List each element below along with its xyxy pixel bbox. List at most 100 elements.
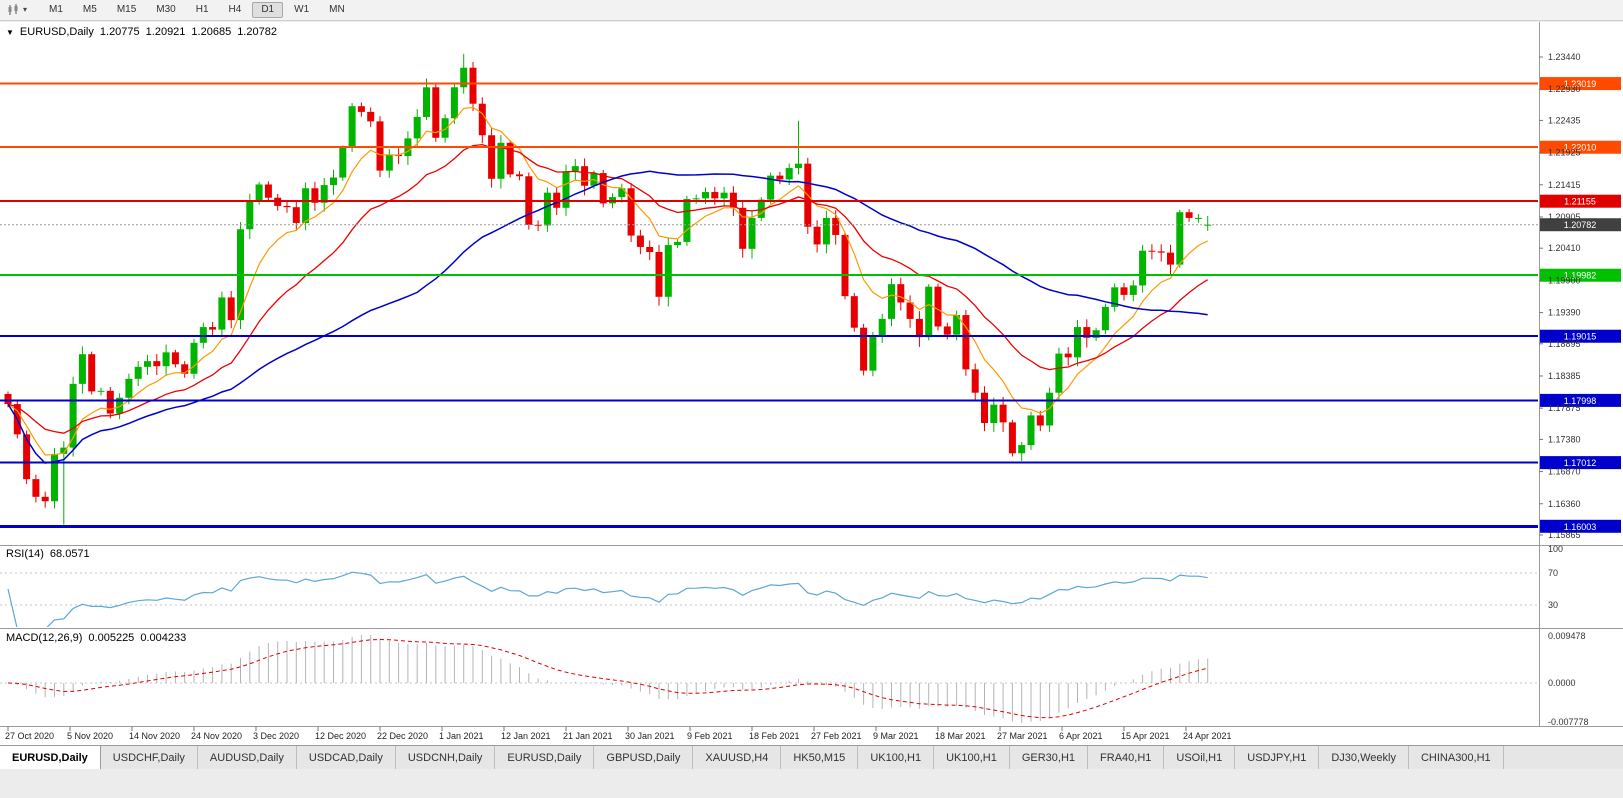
- chart-area[interactable]: 1.23019 1.22010 1.21155 1.19982 1.19015 1.179…: [0, 22, 1623, 745]
- level-badge-1.22010: [1540, 140, 1621, 154]
- chart-tab-dj30-weekly[interactable]: DJ30,Weekly: [1319, 746, 1409, 769]
- svg-text:1.21155: 1.21155: [1564, 197, 1596, 207]
- svg-text:27 Mar 2021: 27 Mar 2021: [997, 731, 1048, 741]
- svg-text:5 Nov 2020: 5 Nov 2020: [67, 731, 113, 741]
- macd-main-value: 0.005225: [88, 632, 135, 644]
- chart-tab-usoil-h1[interactable]: USOil,H1: [1164, 746, 1236, 769]
- chart-tab-xauusd-h4[interactable]: XAUUSD,H4: [693, 746, 782, 769]
- chart-tab-ger30-h1[interactable]: GER30,H1: [1009, 746, 1089, 769]
- chart-tab-hk50-m15[interactable]: HK50,M15: [781, 746, 859, 769]
- chart-tab-audusd-daily[interactable]: AUDUSD,Daily: [197, 746, 297, 769]
- svg-text:1.21925: 1.21925: [1548, 148, 1581, 158]
- svg-text:15 Apr 2021: 15 Apr 2021: [1121, 731, 1170, 741]
- chart-high-value: 1.20921: [145, 26, 186, 38]
- timeframe-button-d1[interactable]: D1: [252, 2, 284, 18]
- level-badge-1.21155: [1540, 194, 1621, 208]
- chart-title: ▼ EURUSD,Daily 1.20775 1.20921 1.20685 1…: [6, 26, 277, 38]
- level-badge-1.17012: [1540, 456, 1621, 470]
- timeframe-button-m1[interactable]: M1: [49, 4, 63, 15]
- date-axis: 27 Oct 2020 5 Nov 2020 14 Nov 2020 24 Nov 2…: [5, 726, 1232, 741]
- chart-tab-usdcnh-daily[interactable]: USDCNH,Daily: [395, 746, 496, 769]
- chart-tab-eurusd-daily[interactable]: EURUSD,Daily: [495, 746, 595, 769]
- timeframe-button-w1[interactable]: W1: [294, 4, 310, 15]
- chart-open-value: 1.20775: [99, 26, 140, 38]
- svg-text:1.16870: 1.16870: [1548, 467, 1581, 477]
- svg-text:1.17875: 1.17875: [1548, 403, 1581, 413]
- svg-text:30: 30: [1548, 600, 1558, 610]
- level-badge-1.23019: [1540, 77, 1621, 91]
- svg-text:1.19900: 1.19900: [1548, 275, 1581, 285]
- macd-signal-line: [7, 638, 1208, 719]
- svg-text:6 Apr 2021: 6 Apr 2021: [1059, 731, 1103, 741]
- rsi-indicator-label: RSI(14) 68.0571: [6, 548, 90, 560]
- svg-text:1 Jan 2021: 1 Jan 2021: [439, 731, 484, 741]
- svg-text:27 Feb 2021: 27 Feb 2021: [811, 731, 862, 741]
- candles-layer: [4, 53, 1212, 525]
- svg-text:1.19015: 1.19015: [1564, 332, 1597, 342]
- svg-text:3 Dec 2020: 3 Dec 2020: [253, 731, 299, 741]
- timeframe-button-h1[interactable]: H1: [195, 4, 209, 15]
- svg-text:27 Oct 2020: 27 Oct 2020: [5, 731, 54, 741]
- rsi-name: RSI(14): [6, 548, 44, 560]
- level-badge-1.19982: [1540, 268, 1621, 282]
- moving-averages-layer: [7, 106, 1209, 464]
- chart-tab-usdjpy-h1[interactable]: USDJPY,H1: [1235, 746, 1320, 769]
- ma-45-line: [7, 170, 1208, 464]
- collapse-icon[interactable]: ▼: [6, 27, 14, 37]
- ma-20-line: [7, 143, 1209, 434]
- svg-text:12 Dec 2020: 12 Dec 2020: [315, 731, 366, 741]
- chart-tool-button[interactable]: ▾: [4, 3, 30, 17]
- timeframe-button-m5[interactable]: M5: [82, 4, 97, 15]
- svg-text:24 Nov 2020: 24 Nov 2020: [191, 731, 242, 741]
- chart-tab-fra40-h1[interactable]: FRA40,H1: [1088, 746, 1165, 769]
- timeframe-button-h4[interactable]: H4: [228, 4, 242, 15]
- svg-text:1.17998: 1.17998: [1564, 396, 1597, 406]
- chart-tab-usdchf-daily[interactable]: USDCHF,Daily: [100, 746, 198, 769]
- chart-tab-china300-h1[interactable]: CHINA300,H1: [1408, 746, 1504, 769]
- svg-text:1.18385: 1.18385: [1548, 371, 1581, 381]
- dropdown-caret-icon: ▾: [23, 5, 28, 14]
- chart-tab-uk100-h1[interactable]: UK100,H1: [858, 746, 935, 769]
- svg-text:1.22435: 1.22435: [1548, 115, 1581, 125]
- svg-text:1.22010: 1.22010: [1564, 143, 1597, 153]
- chart-symbol-label: EURUSD,Daily: [19, 26, 94, 38]
- price-chart-canvas[interactable]: 1.23019 1.22010 1.21155 1.19982 1.19015 1.179…: [0, 22, 1623, 745]
- svg-text:18 Mar 2021: 18 Mar 2021: [935, 731, 986, 741]
- svg-text:1.16360: 1.16360: [1548, 499, 1581, 509]
- timeframe-toolbar: ▾ M1 M5 M15 M30 H1 H4 D1 W1 MN: [0, 0, 1623, 21]
- level-badge-1.16003: [1540, 519, 1621, 533]
- svg-text:1.17380: 1.17380: [1548, 434, 1581, 444]
- svg-text:1.23440: 1.23440: [1548, 52, 1581, 62]
- svg-text:0.009478: 0.009478: [1548, 631, 1586, 641]
- svg-text:1.18895: 1.18895: [1548, 339, 1581, 349]
- macd-indicator-label: MACD(12,26,9) 0.005225 0.004233: [6, 632, 186, 644]
- svg-text:100: 100: [1548, 544, 1563, 554]
- price-levels-layer: 1.23019 1.22010 1.21155 1.19982 1.19015 1.179…: [0, 77, 1621, 533]
- rsi-value: 68.0571: [49, 548, 90, 560]
- timeframe-button-mn[interactable]: MN: [329, 4, 345, 15]
- svg-text:1.21415: 1.21415: [1548, 180, 1581, 190]
- svg-text:1.20410: 1.20410: [1548, 243, 1581, 253]
- svg-text:0.0000: 0.0000: [1548, 678, 1576, 688]
- price-axis: 1.23440 1.22930 1.22435 1.21925 1.21415 1.209…: [1539, 52, 1581, 540]
- chart-tab-gbpusd-daily[interactable]: GBPUSD,Daily: [594, 746, 694, 769]
- svg-text:1.23019: 1.23019: [1564, 79, 1597, 89]
- macd-name: MACD(12,26,9): [6, 632, 83, 644]
- timeframe-button-m15[interactable]: M15: [116, 4, 137, 15]
- timeframe-button-m30[interactable]: M30: [156, 4, 176, 15]
- chart-tab-uk100-h1[interactable]: UK100,H1: [934, 746, 1010, 769]
- svg-text:18 Feb 2021: 18 Feb 2021: [749, 731, 800, 741]
- svg-text:70: 70: [1548, 568, 1558, 578]
- svg-text:1.20905: 1.20905: [1548, 212, 1581, 222]
- timeframe-buttons: M1 M5 M15 M30 H1 H4 D1 W1 MN: [40, 2, 356, 18]
- chart-low-value: 1.20685: [191, 26, 232, 38]
- chart-tab-eurusd-daily[interactable]: EURUSD,Daily: [0, 746, 101, 769]
- svg-text:9 Mar 2021: 9 Mar 2021: [873, 731, 919, 741]
- chart-tab-usdcad-daily[interactable]: USDCAD,Daily: [296, 746, 396, 769]
- svg-text:1.19390: 1.19390: [1548, 308, 1581, 318]
- svg-text:1.19982: 1.19982: [1564, 271, 1597, 281]
- current-price-badge: [1540, 218, 1621, 232]
- chart-icon: [8, 4, 18, 15]
- svg-text:14 Nov 2020: 14 Nov 2020: [129, 731, 180, 741]
